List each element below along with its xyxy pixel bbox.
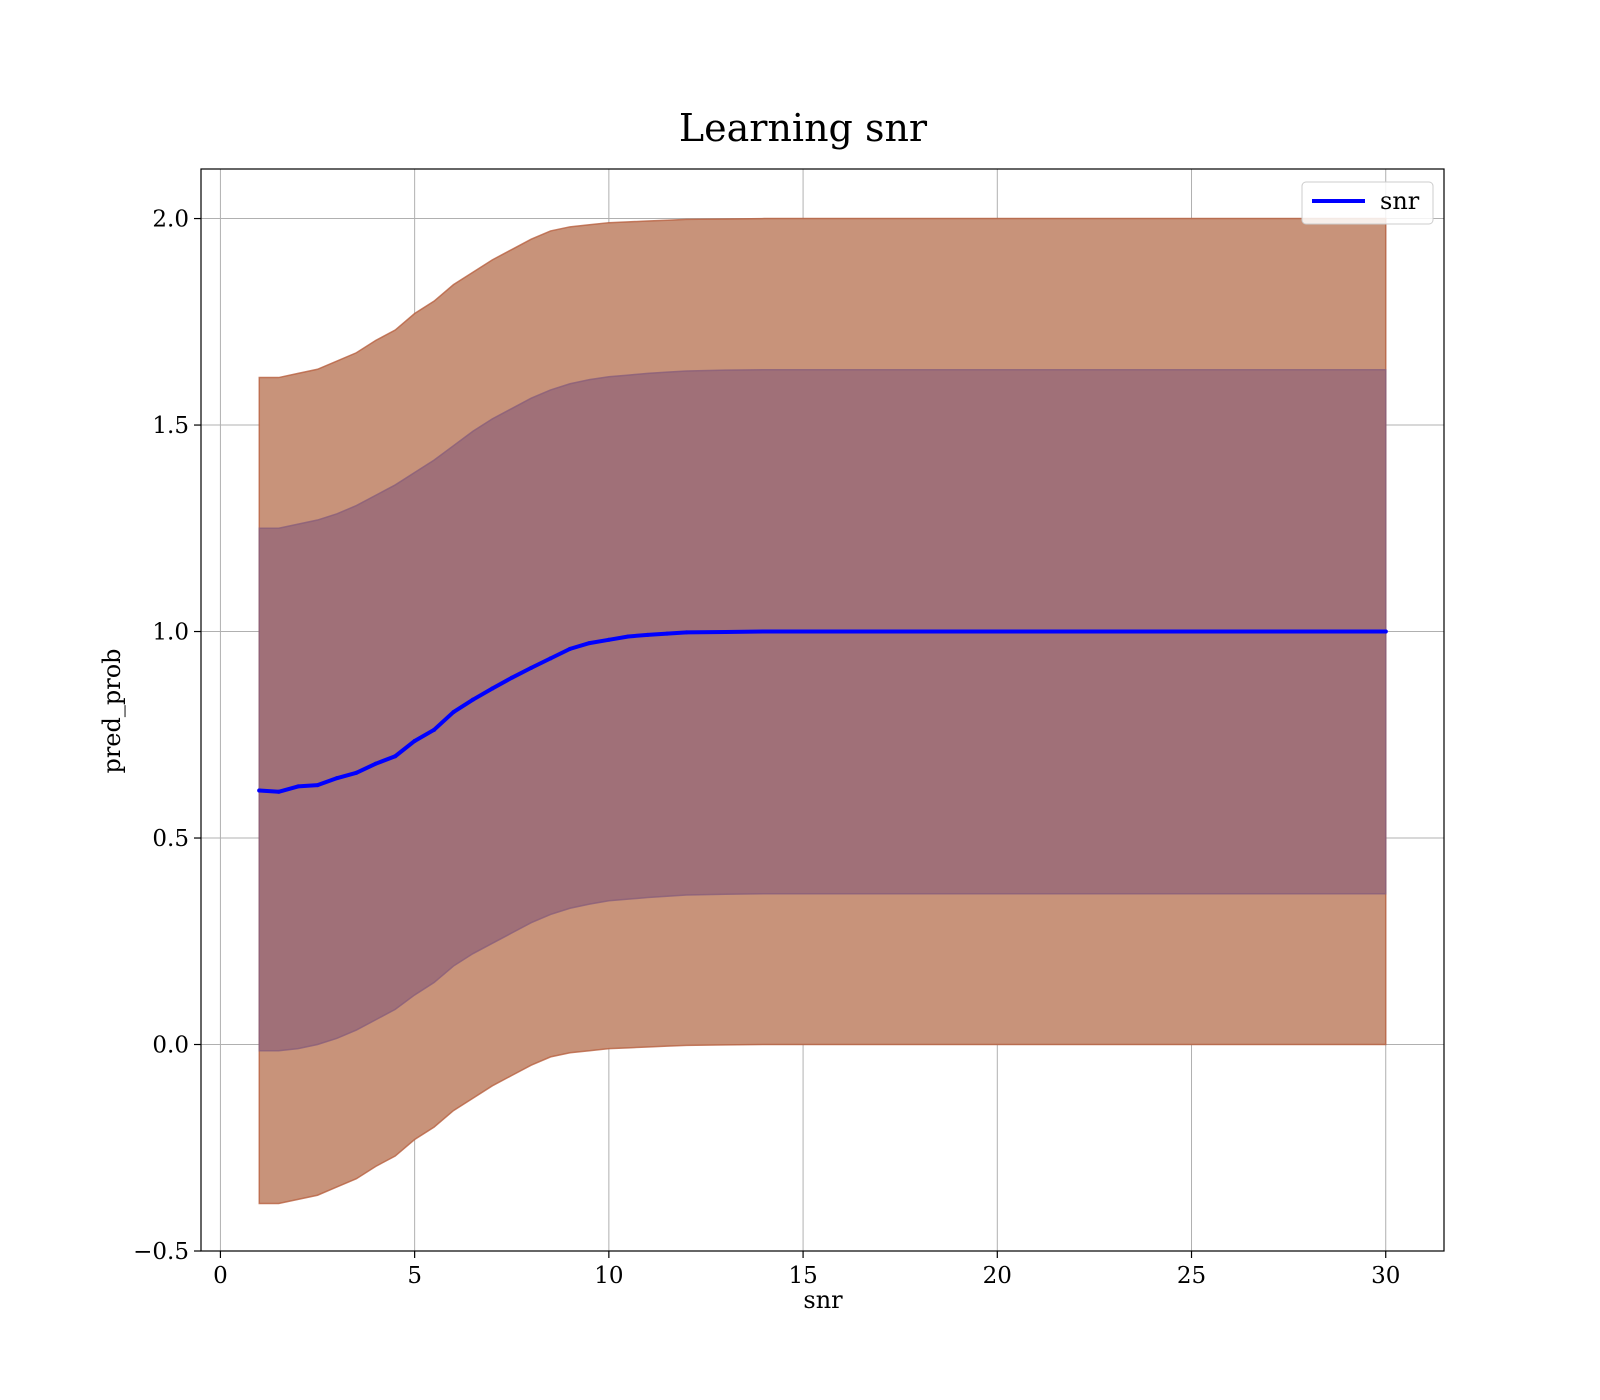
data-point bbox=[509, 675, 514, 680]
y-tick-label: 2.0 bbox=[152, 207, 189, 233]
data-point bbox=[296, 784, 301, 789]
data-point bbox=[470, 697, 475, 702]
data-point bbox=[548, 656, 553, 661]
x-tick-label: 20 bbox=[983, 1263, 1012, 1289]
data-point bbox=[315, 783, 320, 788]
x-tick-label: 30 bbox=[1371, 1263, 1400, 1289]
data-point bbox=[568, 646, 573, 651]
data-point bbox=[334, 776, 339, 781]
data-point bbox=[412, 738, 417, 743]
data-point bbox=[587, 641, 592, 646]
data-point bbox=[723, 629, 728, 634]
data-point bbox=[529, 665, 534, 670]
x-axis-label: snr bbox=[803, 1286, 843, 1314]
y-tick-label: 1.0 bbox=[152, 620, 189, 646]
data-point bbox=[839, 629, 844, 634]
data-point bbox=[1383, 629, 1388, 634]
y-tick-label: 0.0 bbox=[152, 1033, 189, 1059]
data-point bbox=[801, 629, 806, 634]
data-point bbox=[1150, 629, 1155, 634]
data-point bbox=[393, 754, 398, 759]
x-tick-label: 5 bbox=[407, 1263, 422, 1289]
data-point bbox=[257, 788, 262, 793]
data-point bbox=[626, 634, 631, 639]
legend-box bbox=[1301, 181, 1434, 225]
axes: 0 5 10 15 20 25 30 −0.5 0.0 0.5 1.0 1.5 2.0 bbox=[133, 168, 1445, 1289]
data-point bbox=[451, 710, 456, 715]
data-point bbox=[606, 637, 611, 642]
y-tick-label: −0.5 bbox=[133, 1239, 189, 1265]
y-tick-label: 0.5 bbox=[152, 826, 189, 852]
data-point bbox=[762, 629, 767, 634]
data-point bbox=[1072, 629, 1077, 634]
data-point bbox=[1228, 629, 1233, 634]
data-point bbox=[995, 629, 1000, 634]
legend: snr bbox=[1301, 181, 1434, 225]
data-point bbox=[1306, 629, 1311, 634]
data-point bbox=[665, 631, 670, 636]
x-tick-label: 0 bbox=[213, 1263, 228, 1289]
data-point bbox=[490, 686, 495, 691]
data-point bbox=[917, 629, 922, 634]
x-tick-label: 25 bbox=[1177, 1263, 1206, 1289]
axes-frame bbox=[200, 168, 1445, 1252]
data-point bbox=[684, 630, 689, 635]
data-point bbox=[373, 761, 378, 766]
data-point bbox=[354, 770, 359, 775]
y-axis-label: pred_prob bbox=[98, 648, 126, 773]
x-tick-label: 10 bbox=[594, 1263, 623, 1289]
data-point bbox=[276, 789, 281, 794]
plot-area bbox=[201, 169, 1444, 1252]
legend-label-snr: snr bbox=[1380, 187, 1420, 215]
inner-confidence-band bbox=[258, 368, 1387, 1052]
x-tick-label: 15 bbox=[788, 1263, 817, 1289]
chart-title: Learning snr bbox=[679, 106, 928, 150]
y-tick-label: 1.5 bbox=[152, 413, 189, 439]
series-line-snr bbox=[257, 629, 1388, 794]
data-point bbox=[432, 727, 437, 732]
data-point bbox=[645, 632, 650, 637]
